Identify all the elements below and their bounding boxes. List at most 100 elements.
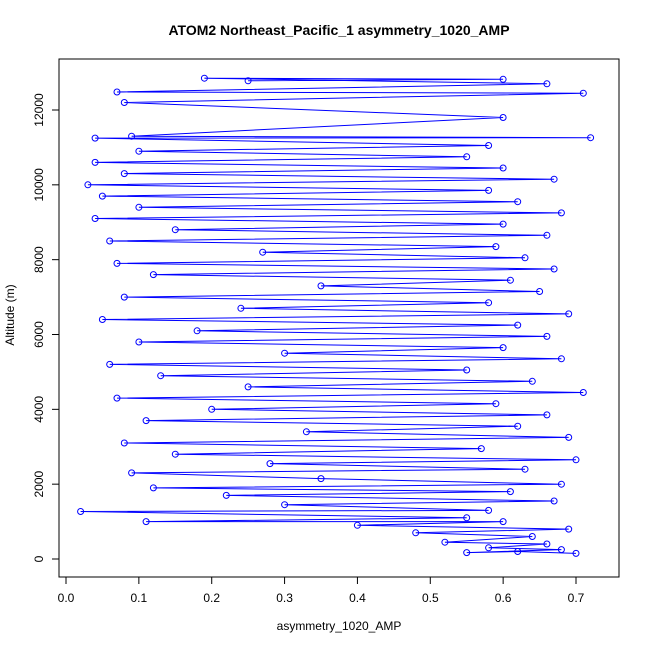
- data-point: [281, 501, 289, 509]
- data-point: [171, 450, 179, 458]
- y-tick-label: 2000: [32, 470, 46, 497]
- data-point: [543, 332, 551, 340]
- x-tick-label: 0.0: [58, 591, 75, 605]
- data-point: [106, 237, 114, 245]
- y-tick-label: 6000: [32, 321, 46, 348]
- data-point: [579, 89, 587, 97]
- data-point: [200, 74, 208, 82]
- data-point: [506, 488, 514, 496]
- data-point: [499, 114, 507, 121]
- data-point: [302, 428, 310, 436]
- data-point: [142, 518, 150, 526]
- x-axis-label: asymmetry_1020_AMP: [277, 619, 402, 633]
- data-point: [149, 484, 157, 492]
- data-point: [135, 203, 143, 211]
- data-point: [113, 88, 121, 96]
- data-point: [572, 549, 580, 557]
- data-point: [441, 538, 449, 546]
- data-point: [317, 282, 325, 290]
- data-point: [128, 132, 136, 140]
- data-point: [485, 186, 493, 194]
- data-point: [77, 508, 85, 515]
- data-point: [237, 304, 245, 312]
- data-point: [193, 327, 201, 335]
- data-point: [543, 231, 551, 239]
- data-point: [244, 383, 252, 391]
- data-point: [536, 288, 544, 295]
- data-point: [120, 293, 128, 301]
- x-tick-label: 0.4: [349, 591, 366, 605]
- y-tick-label: 0: [32, 555, 46, 562]
- data-point: [499, 75, 507, 83]
- data-point: [543, 80, 551, 88]
- data-point: [259, 248, 267, 256]
- data-point: [463, 366, 471, 374]
- data-point: [565, 433, 573, 441]
- data-point: [113, 394, 121, 402]
- data-point: [550, 175, 558, 183]
- y-tick-label: 12000: [32, 93, 46, 127]
- data-point: [557, 546, 565, 554]
- data-point: [281, 349, 289, 357]
- chart-title: ATOM2 Northeast_Pacific_1 asymmetry_1020…: [168, 22, 509, 38]
- y-tick-label: 4000: [32, 396, 46, 423]
- plot-frame: [58, 58, 620, 578]
- data-point: [579, 389, 587, 396]
- x-tick-label: 0.2: [203, 591, 220, 605]
- data-point: [499, 220, 507, 228]
- series-line: [80, 77, 591, 554]
- x-tick-label: 0.7: [568, 591, 585, 605]
- y-tick-label: 10000: [32, 168, 46, 202]
- data-point: [463, 514, 471, 522]
- data-point: [485, 142, 493, 149]
- data-point: [499, 164, 507, 172]
- data-point: [485, 506, 493, 514]
- data-point: [98, 316, 106, 323]
- data-point: [550, 265, 558, 273]
- data-point: [157, 372, 165, 380]
- data-point: [528, 377, 536, 385]
- data-point: [149, 271, 157, 279]
- data-point: [543, 411, 551, 419]
- data-point: [499, 344, 507, 352]
- data-point: [244, 77, 252, 85]
- data-point: [565, 525, 573, 533]
- data-point: [91, 134, 99, 142]
- data-point: [142, 417, 150, 425]
- data-point: [463, 153, 471, 161]
- data-point: [521, 254, 529, 262]
- data-point: [120, 99, 128, 106]
- data-point: [113, 259, 121, 267]
- data-point: [514, 198, 522, 206]
- data-point: [557, 480, 565, 488]
- data-point: [463, 549, 471, 557]
- data-point: [514, 422, 522, 430]
- data-point: [84, 181, 92, 189]
- data-point: [120, 170, 128, 178]
- data-point: [587, 134, 595, 142]
- data-point: [106, 360, 114, 368]
- data-point: [120, 439, 128, 447]
- series-layer: [77, 74, 595, 557]
- data-point: [353, 521, 361, 529]
- data-point: [317, 475, 325, 483]
- data-point: [557, 355, 565, 363]
- x-tick-label: 0.1: [131, 591, 148, 605]
- data-point: [485, 544, 493, 552]
- data-point: [135, 147, 143, 155]
- data-point: [506, 276, 514, 284]
- y-tick-label: 8000: [32, 246, 46, 273]
- data-point: [492, 243, 500, 251]
- y-axis-label: Altitude (m): [3, 284, 17, 345]
- x-tick-label: 0.6: [495, 591, 512, 605]
- data-point: [91, 158, 99, 166]
- data-point: [412, 529, 420, 537]
- data-point: [208, 405, 216, 413]
- data-point: [514, 548, 522, 555]
- data-point: [521, 465, 529, 473]
- data-point: [528, 533, 536, 540]
- data-point: [492, 400, 500, 408]
